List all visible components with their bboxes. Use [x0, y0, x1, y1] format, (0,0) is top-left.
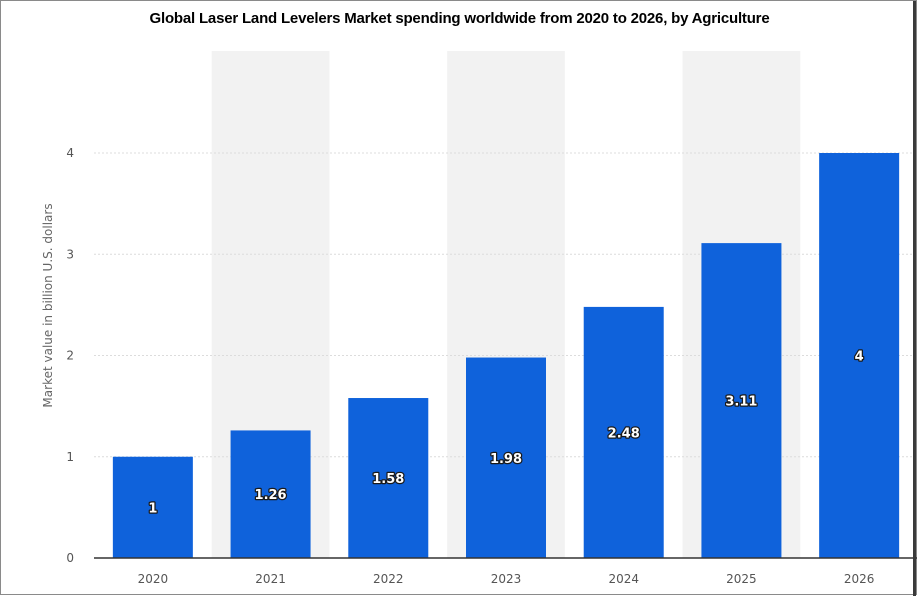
- x-tick-label-2020: 2020: [138, 572, 169, 586]
- bar-2021: [230, 430, 311, 558]
- bar-2026: [819, 153, 900, 558]
- bar-2023: [466, 357, 546, 558]
- data-label-2023: 1.98: [490, 452, 522, 467]
- data-label-2024: 2.48: [608, 426, 640, 441]
- y-tick-label: 4: [66, 146, 74, 160]
- window-edge: [913, 1, 916, 596]
- bar-2025: [701, 243, 782, 559]
- x-tick-label-2025: 2025: [726, 572, 757, 586]
- y-axis-title: Market value in billion U.S. dollars: [41, 203, 55, 407]
- y-tick-label: 2: [66, 349, 74, 363]
- bar-2022: [348, 398, 429, 558]
- x-tick-label-2023: 2023: [491, 572, 522, 586]
- x-tick-label-2021: 2021: [255, 572, 286, 586]
- x-tick-label-2026: 2026: [844, 572, 875, 586]
- y-tick-label: 1: [66, 450, 74, 464]
- x-tick-label-2024: 2024: [608, 572, 639, 586]
- data-label-2026: 4: [855, 350, 864, 365]
- data-label-2021: 1.26: [255, 488, 287, 503]
- bar-2024: [583, 306, 664, 558]
- y-tick-label: 3: [66, 247, 74, 261]
- y-tick-label: 0: [66, 551, 74, 565]
- data-label-2020: 1: [148, 501, 157, 516]
- data-label-2022: 1.58: [372, 472, 404, 487]
- chart-title: Global Laser Land Levelers Market spendi…: [149, 10, 770, 27]
- data-label-2025: 3.11: [725, 395, 757, 410]
- bar-2020: [112, 456, 193, 558]
- x-tick-label-2022: 2022: [373, 572, 404, 586]
